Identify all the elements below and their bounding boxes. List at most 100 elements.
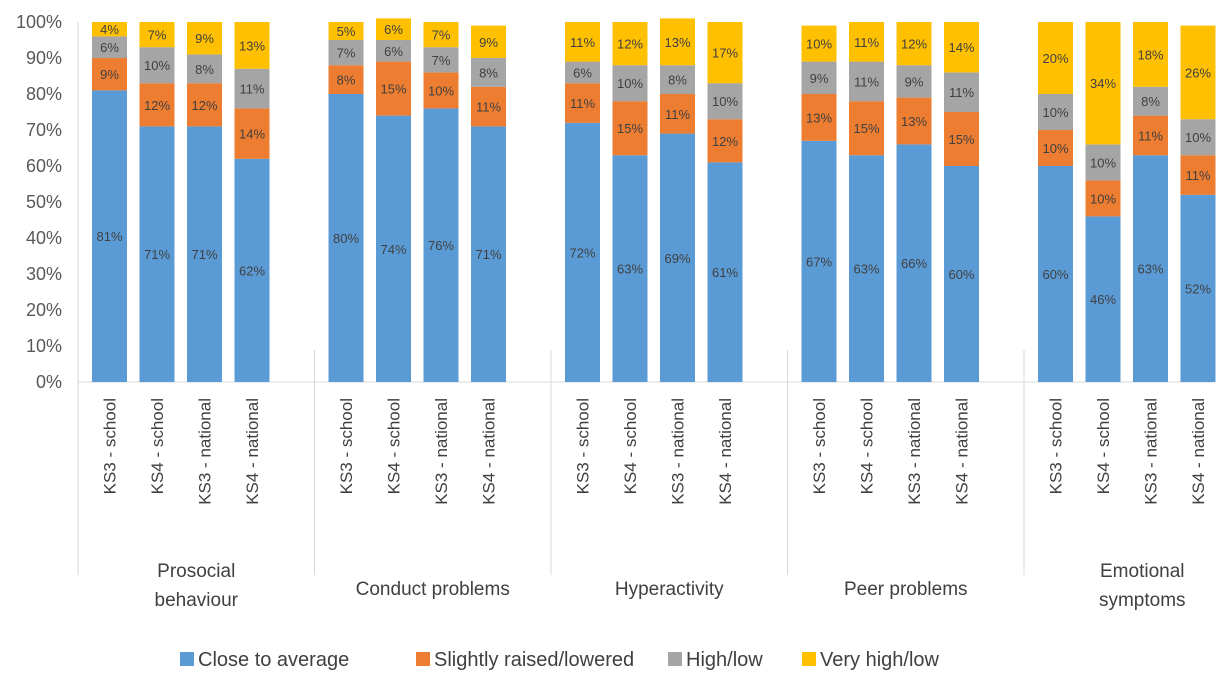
bar-segment xyxy=(423,72,459,109)
data-label: 67% xyxy=(806,254,832,269)
data-label: 7% xyxy=(432,28,451,43)
data-label: 6% xyxy=(573,65,592,80)
bar-segment xyxy=(234,158,270,382)
bar-segment xyxy=(423,108,459,383)
category-label: KS4 - school xyxy=(148,398,167,494)
legend-label: High/low xyxy=(686,649,763,671)
data-label: 71% xyxy=(144,247,170,262)
data-label: 80% xyxy=(333,231,359,246)
bar-segment xyxy=(1085,144,1121,181)
data-label: 8% xyxy=(337,73,356,88)
data-label: 5% xyxy=(337,24,356,39)
data-label: 7% xyxy=(432,53,451,68)
bar-segment xyxy=(328,65,364,94)
bar-segment xyxy=(849,155,884,382)
bar-segment xyxy=(471,25,506,59)
bar-segment xyxy=(849,61,884,102)
bar-segment xyxy=(849,101,884,156)
bar-segment xyxy=(471,86,506,127)
category-label: KS3 - school xyxy=(574,398,593,494)
bar-segment xyxy=(1038,130,1073,166)
bar-segment xyxy=(1133,155,1168,382)
data-label: 11% xyxy=(476,100,501,115)
data-label: 13% xyxy=(239,38,265,53)
data-label: 15% xyxy=(948,132,974,147)
category-label: KS4 - school xyxy=(1094,398,1113,494)
category-label: KS4 - school xyxy=(621,398,640,494)
bar-segment xyxy=(1133,115,1168,156)
data-label: 63% xyxy=(853,262,879,277)
data-label: 10% xyxy=(617,76,643,91)
bar-segment xyxy=(612,101,648,156)
data-label: 15% xyxy=(853,121,879,136)
bar-segment xyxy=(187,83,222,127)
data-label: 12% xyxy=(901,37,927,52)
data-label: 10% xyxy=(806,37,832,52)
data-label: 11% xyxy=(1138,128,1163,143)
bar-segment xyxy=(92,58,127,91)
bar-segment xyxy=(139,22,175,48)
data-label: 46% xyxy=(1090,292,1116,307)
data-label: 26% xyxy=(1185,65,1211,80)
data-label: 4% xyxy=(100,22,119,37)
legend-label: Close to average xyxy=(198,649,349,671)
data-label: 10% xyxy=(1090,191,1116,206)
category-label: KS3 - school xyxy=(810,398,829,494)
data-label: 63% xyxy=(617,262,643,277)
y-tick-label: 40% xyxy=(26,228,62,248)
data-label: 60% xyxy=(948,267,974,282)
bar-segment xyxy=(92,22,127,37)
bar-segment xyxy=(139,47,175,84)
category-label: KS4 - school xyxy=(858,398,877,494)
bar-segment xyxy=(565,22,600,62)
data-label: 81% xyxy=(96,229,122,244)
data-label: 6% xyxy=(384,22,403,37)
bar-segment xyxy=(1180,25,1216,120)
bar-segment xyxy=(612,155,648,382)
bar-segment xyxy=(896,22,932,66)
category-label: KS3 - school xyxy=(1047,398,1066,494)
data-label: 66% xyxy=(901,256,927,271)
bar-segment xyxy=(423,47,459,73)
bar-segment xyxy=(92,90,127,383)
bar-segment xyxy=(234,108,270,159)
bar-segment xyxy=(376,18,411,40)
bar-segment xyxy=(707,162,743,382)
bar-segment xyxy=(1085,216,1121,382)
bar-segment xyxy=(423,22,459,48)
bar-segment xyxy=(944,112,979,166)
category-label: KS4 - national xyxy=(953,398,972,505)
data-label: 14% xyxy=(948,40,974,55)
legend-label: Slightly raised/lowered xyxy=(434,649,634,671)
bar-segment xyxy=(660,18,695,66)
group-label: behaviour xyxy=(155,590,239,611)
data-label: 13% xyxy=(664,35,690,50)
data-label: 9% xyxy=(100,67,119,82)
data-label: 76% xyxy=(428,238,454,253)
bar-segment xyxy=(801,94,837,141)
legend-swatch xyxy=(180,652,194,666)
category-label: KS3 - national xyxy=(905,398,924,505)
bar-segment xyxy=(1133,86,1168,116)
data-label: 62% xyxy=(239,263,265,278)
legend-label: Very high/low xyxy=(820,649,940,671)
bar-segment xyxy=(801,25,837,62)
data-label: 8% xyxy=(668,73,687,88)
data-label: 11% xyxy=(239,82,264,97)
bar-segment xyxy=(187,22,222,55)
y-tick-label: 20% xyxy=(26,300,62,320)
data-label: 52% xyxy=(1185,281,1211,296)
bar-segment xyxy=(139,126,175,383)
data-label: 17% xyxy=(712,46,738,61)
bar-segment xyxy=(1133,22,1168,87)
data-label: 11% xyxy=(1185,168,1210,183)
group-label: Peer problems xyxy=(844,579,968,600)
data-label: 20% xyxy=(1042,51,1068,66)
bar-segment xyxy=(471,58,506,87)
data-label: 9% xyxy=(195,31,214,46)
category-label: KS4 - national xyxy=(480,398,499,505)
bar-segment xyxy=(707,22,743,84)
category-label: KS4 - national xyxy=(716,398,735,505)
data-label: 8% xyxy=(1141,94,1160,109)
